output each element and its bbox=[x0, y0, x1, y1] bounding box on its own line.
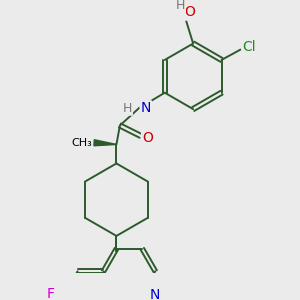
Text: N: N bbox=[149, 288, 160, 300]
Text: F: F bbox=[47, 287, 55, 300]
Text: Cl: Cl bbox=[242, 40, 256, 54]
Polygon shape bbox=[94, 140, 116, 146]
Text: O: O bbox=[142, 130, 153, 145]
Text: H: H bbox=[123, 102, 132, 115]
Text: CH₃: CH₃ bbox=[72, 138, 92, 148]
Text: O: O bbox=[184, 5, 195, 20]
Text: N: N bbox=[141, 101, 151, 115]
Text: H: H bbox=[176, 0, 185, 12]
